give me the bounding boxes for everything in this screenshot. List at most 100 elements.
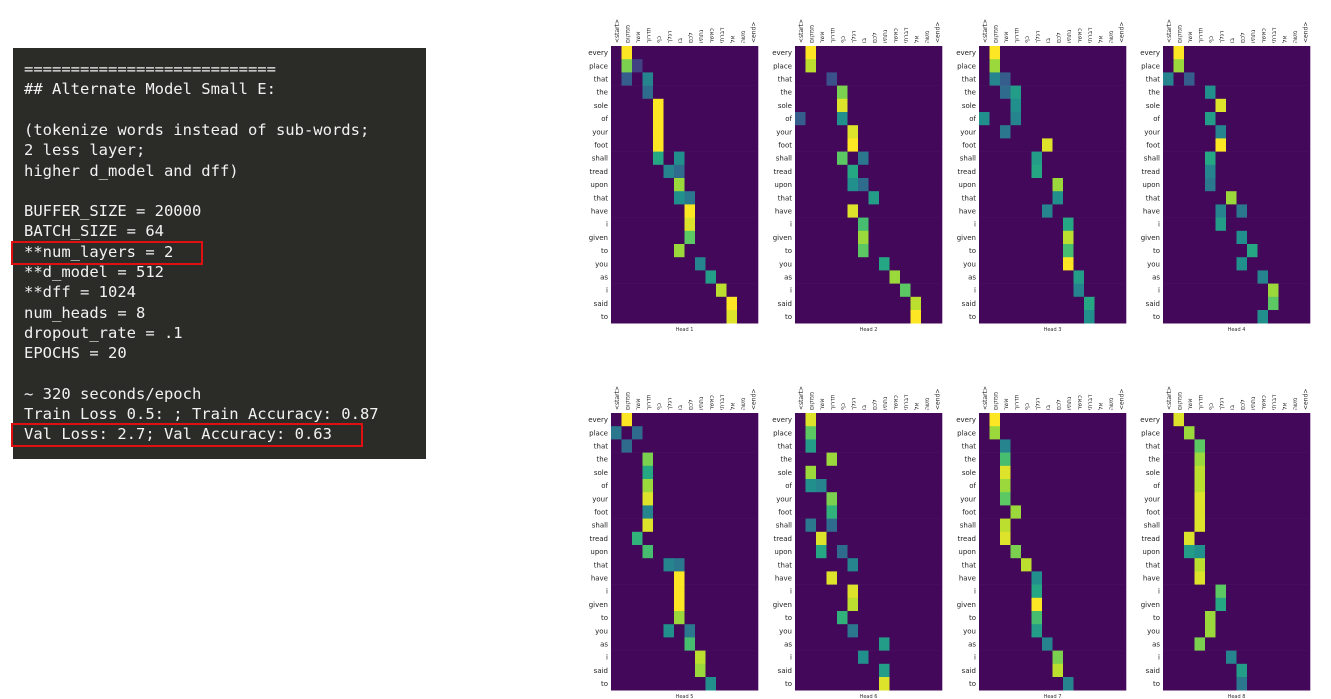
heatmap-cell xyxy=(716,283,727,298)
heatmap-cell xyxy=(1073,597,1085,612)
heatmap-cell xyxy=(737,677,748,691)
heatmap-cell xyxy=(921,191,932,205)
heatmap-cell xyxy=(1194,283,1206,298)
heatmap-cell xyxy=(837,85,848,100)
heatmap-cell xyxy=(900,138,911,152)
y-tick-label: have xyxy=(959,208,976,216)
heatmap-cell xyxy=(795,611,806,625)
heatmap-cell xyxy=(1105,518,1116,533)
heatmap-cell xyxy=(1042,138,1053,152)
heatmap-cell xyxy=(663,505,675,519)
heatmap-cell xyxy=(1247,479,1258,493)
heatmap-cell xyxy=(805,465,817,480)
heatmap-cell xyxy=(632,452,643,467)
heatmap-cell xyxy=(931,611,943,625)
heatmap-cell xyxy=(1073,492,1085,506)
heatmap-cell xyxy=(931,663,943,678)
heatmap-cell xyxy=(632,164,643,179)
x-tick-label: דברתי xyxy=(1271,27,1278,43)
y-tick-label: to xyxy=(969,247,976,255)
heatmap-cell xyxy=(847,637,859,651)
heatmap-cell xyxy=(837,571,848,585)
heatmap-cell xyxy=(1000,505,1011,519)
heatmap-cell xyxy=(1205,204,1216,218)
heatmap-cell xyxy=(1052,178,1064,192)
heatmap-cell xyxy=(1205,296,1216,311)
heatmap-cell xyxy=(900,283,911,298)
heatmap-cell xyxy=(1184,624,1195,638)
heatmap-cell xyxy=(1094,164,1106,179)
heatmap-cell xyxy=(1163,125,1174,139)
heatmap-cell xyxy=(1115,230,1127,245)
heatmap-cell xyxy=(1299,125,1311,139)
heatmap-cell xyxy=(1289,571,1300,585)
heatmap-cell xyxy=(879,283,890,298)
heatmap-cell xyxy=(910,413,922,427)
heatmap-cell xyxy=(1084,571,1095,585)
heatmap-panel: everyplacethatthesoleofyourfootshalltrea… xyxy=(956,386,1127,699)
heatmap-cell xyxy=(1163,545,1174,559)
heatmap-cell xyxy=(611,545,622,559)
y-tick-label: that xyxy=(594,194,608,202)
heatmap-cell xyxy=(1084,204,1095,218)
heatmap-cell xyxy=(1073,518,1085,533)
heatmap-cell xyxy=(737,46,748,60)
y-tick-label: to xyxy=(969,680,976,688)
heatmap-cell xyxy=(695,413,706,427)
heatmap-cell xyxy=(1031,558,1043,572)
heatmap-cell xyxy=(837,164,848,179)
heatmap-cell xyxy=(663,518,675,533)
heatmap-cell xyxy=(1084,677,1095,691)
heatmap-cell xyxy=(1226,112,1237,126)
heatmap-cell xyxy=(900,637,911,651)
heatmap-cell xyxy=(921,217,932,232)
heatmap-cell xyxy=(1021,452,1032,467)
heatmap-cell xyxy=(826,677,838,691)
heatmap-cell xyxy=(1021,112,1032,126)
heatmap-cell xyxy=(1184,296,1195,311)
heatmap-cell xyxy=(1042,230,1053,245)
heatmap-cell xyxy=(1105,59,1116,73)
heatmap-cell xyxy=(737,191,748,205)
heatmap-cell xyxy=(705,558,717,572)
heatmap-cell xyxy=(847,597,859,612)
heatmap-cell xyxy=(1173,677,1185,691)
heatmap-cell xyxy=(747,584,759,599)
heatmap-cell xyxy=(1000,217,1011,232)
heatmap-cell xyxy=(705,178,717,192)
heatmap-cell xyxy=(910,125,922,139)
heatmap-cell xyxy=(1031,479,1043,493)
heatmap-cell xyxy=(837,72,848,86)
heatmap-cell xyxy=(931,465,943,480)
heatmap-cell xyxy=(737,178,748,192)
heatmap-cell xyxy=(663,531,675,546)
heatmap-cell xyxy=(889,571,901,585)
heatmap-cell xyxy=(1247,46,1258,60)
heatmap-cell xyxy=(1236,637,1248,651)
x-tick-label: נתתיו xyxy=(882,30,889,43)
heatmap-cell xyxy=(1299,230,1311,245)
heatmap-cell xyxy=(889,296,901,311)
heatmap-cell xyxy=(910,637,922,651)
heatmap-cell xyxy=(805,257,817,271)
heatmap-cell xyxy=(931,85,943,100)
heatmap-cell xyxy=(847,439,859,453)
heatmap-cell xyxy=(816,624,827,638)
x-tick-label: בו xyxy=(1045,37,1052,43)
heatmap-cell xyxy=(1031,98,1043,113)
heatmap-cell xyxy=(837,452,848,467)
heatmap-cell xyxy=(1042,204,1053,218)
heatmap-cell xyxy=(1021,191,1032,205)
heatmap-cell xyxy=(931,479,943,493)
heatmap-cell xyxy=(1094,191,1106,205)
heatmap-cell xyxy=(684,545,696,559)
heatmap-cell xyxy=(674,151,685,166)
heatmap-cell xyxy=(1247,465,1258,480)
heatmap-cell xyxy=(1236,244,1248,258)
heatmap-cell xyxy=(1184,257,1195,271)
y-tick-label: of xyxy=(1153,482,1160,490)
heatmap-cell xyxy=(910,98,922,113)
heatmap-cell xyxy=(795,230,806,245)
heatmap-cell xyxy=(1184,244,1195,258)
heatmap-cell xyxy=(921,296,932,311)
